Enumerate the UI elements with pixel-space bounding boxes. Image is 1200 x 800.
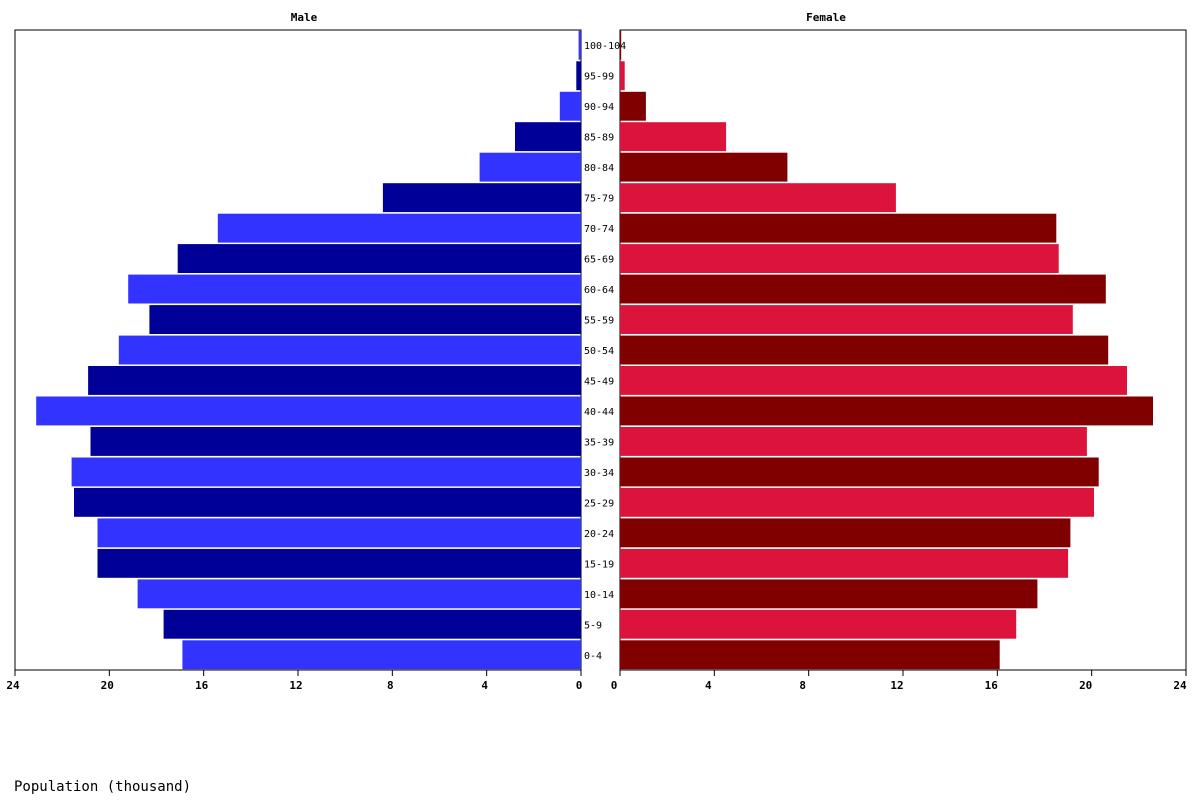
age-group-label: 90-94 (584, 102, 614, 113)
male-bar-45-49 (88, 366, 581, 395)
age-group-label: 100-104 (584, 41, 626, 52)
male-bar-0-4 (182, 640, 581, 670)
female-bar-20-24 (620, 518, 1071, 548)
female-bar-35-39 (620, 427, 1087, 456)
male-bar-30-34 (71, 457, 581, 487)
male-axis-tick-label: 12 (289, 679, 302, 692)
male-panel-title: Male (291, 11, 318, 24)
female-axis-tick-label: 16 (985, 679, 999, 692)
male-bar-100-104 (578, 30, 581, 60)
male-axis-tick-label: 4 (481, 679, 488, 692)
male-bar-25-29 (74, 487, 581, 517)
female-bar-55-59 (620, 305, 1073, 334)
female-bar-0-4 (620, 640, 1000, 670)
male-bar-85-89 (515, 122, 581, 152)
age-group-label: 75-79 (584, 194, 614, 205)
male-axis-tick-label: 24 (6, 679, 20, 692)
male-axis-tick-label: 16 (195, 679, 209, 692)
female-bar-40-44 (620, 396, 1153, 426)
age-group-label: 35-39 (584, 437, 614, 448)
female-bar-85-89 (620, 122, 727, 152)
age-group-label: 10-14 (584, 590, 614, 601)
male-bar-70-74 (217, 213, 582, 243)
female-bar-30-34 (620, 457, 1099, 487)
male-axis-tick-label: 20 (101, 679, 114, 692)
age-group-label: 40-44 (584, 407, 614, 418)
male-bar-80-84 (479, 152, 581, 182)
female-bar-25-29 (620, 487, 1094, 517)
female-bar-80-84 (620, 152, 788, 182)
age-group-label: 45-49 (584, 377, 614, 388)
bars-group (36, 30, 1153, 670)
age-group-label: 5-9 (584, 620, 602, 631)
male-bar-40-44 (36, 396, 581, 426)
female-bar-60-64 (620, 274, 1106, 304)
female-axis-tick-label: 12 (890, 679, 903, 692)
axis-caption: Population (thousand) (14, 779, 192, 795)
age-group-label: 50-54 (584, 346, 614, 357)
age-group-label: 15-19 (584, 559, 614, 570)
age-group-label: 95-99 (584, 72, 614, 83)
age-group-label: 0-4 (584, 651, 602, 662)
female-axis-tick-label: 8 (799, 679, 806, 692)
male-bar-90-94 (559, 91, 581, 121)
male-bar-10-14 (137, 579, 581, 609)
female-axis-tick-label: 24 (1173, 679, 1187, 692)
male-axis-tick-label: 0 (576, 679, 583, 692)
female-bar-95-99 (620, 61, 625, 91)
male-bar-5-9 (163, 609, 581, 639)
male-bar-15-19 (97, 548, 581, 578)
age-group-label: 60-64 (584, 285, 614, 296)
female-axis-tick-label: 20 (1079, 679, 1092, 692)
age-group-label: 80-84 (584, 163, 614, 174)
female-bar-90-94 (620, 91, 646, 121)
male-bar-95-99 (576, 61, 581, 91)
female-panel-title: Female (806, 11, 846, 24)
age-group-label: 65-69 (584, 255, 614, 266)
male-axis-tick-label: 8 (387, 679, 394, 692)
male-bar-75-79 (382, 183, 581, 213)
age-group-label: 85-89 (584, 133, 614, 144)
female-bar-10-14 (620, 579, 1038, 609)
age-labels-group: 0-4 5-9 10-14 15-19 20-24 25-29 30-34 35-39 40-4… (584, 41, 626, 662)
male-bar-65-69 (177, 244, 581, 273)
male-bar-50-54 (118, 335, 582, 365)
female-bar-50-54 (620, 335, 1109, 365)
male-bar-20-24 (97, 518, 581, 548)
age-group-label: 20-24 (584, 529, 614, 540)
age-group-label: 70-74 (584, 224, 614, 235)
female-bar-100-104 (620, 30, 622, 60)
female-bar-65-69 (620, 244, 1059, 273)
female-bar-70-74 (620, 213, 1057, 243)
male-bar-35-39 (90, 427, 581, 456)
female-axis-tick-label: 4 (705, 679, 712, 692)
female-bar-15-19 (620, 548, 1069, 578)
female-bar-75-79 (620, 183, 896, 213)
female-bar-45-49 (620, 366, 1127, 395)
male-bar-55-59 (149, 305, 581, 334)
age-group-label: 30-34 (584, 468, 614, 479)
axis-ticks-group: 24 20 16 12 8 4 0 0 4 8 12 16 20 24 (6, 670, 1187, 692)
female-axis-tick-label: 0 (611, 679, 618, 692)
age-group-label: 55-59 (584, 316, 614, 327)
age-group-label: 25-29 (584, 498, 614, 509)
male-bar-60-64 (128, 274, 581, 304)
female-bar-5-9 (620, 609, 1017, 639)
